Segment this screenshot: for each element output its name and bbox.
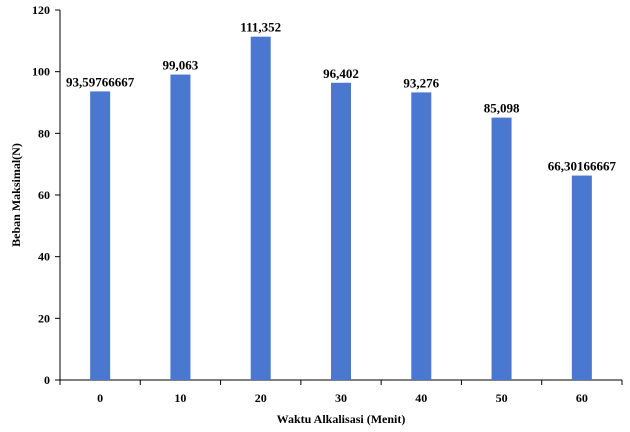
- x-axis-title: Waktu Alkalisasi (Menit): [277, 412, 406, 426]
- data-label-10: 99,063: [163, 58, 199, 73]
- x-tick-label-10: 10: [174, 391, 186, 405]
- data-label-0: 93,59766667: [66, 74, 135, 89]
- bar-20: [250, 36, 271, 380]
- x-tick-label-20: 20: [255, 391, 267, 405]
- bar-0: [90, 91, 111, 380]
- data-label-50: 85,098: [484, 101, 520, 116]
- x-tick-label-60: 60: [576, 391, 588, 405]
- x-tick-label-0: 0: [97, 391, 103, 405]
- bar-60: [571, 175, 592, 380]
- data-label-20: 111,352: [240, 20, 281, 35]
- data-label-60: 66,30166667: [548, 159, 617, 174]
- data-labels-group: 93,59766667 99,063 111,352 96,402 93,276 85,0…: [66, 20, 616, 174]
- x-tick-label-30: 30: [335, 391, 347, 405]
- x-ticks-group: 0 10 20 30 40 50 60: [59, 380, 623, 405]
- y-tick-label-20: 20: [38, 311, 50, 325]
- x-tick-label-50: 50: [496, 391, 508, 405]
- bar-10: [170, 74, 191, 380]
- y-tick-label-60: 60: [38, 188, 50, 202]
- y-axis-title: Beban Maksimal(N): [9, 143, 23, 247]
- bar-40: [411, 92, 432, 381]
- bars-group: [90, 36, 592, 381]
- bar-50: [491, 117, 512, 380]
- data-label-30: 96,402: [323, 66, 359, 81]
- y-ticks-group: 0 20 40 60 80 100 120: [32, 3, 60, 387]
- x-tick-label-40: 40: [415, 391, 427, 405]
- bar-30: [331, 82, 351, 380]
- data-label-40: 93,276: [403, 75, 439, 90]
- y-tick-label-0: 0: [44, 373, 50, 387]
- y-tick-label-80: 80: [38, 126, 50, 140]
- y-tick-label-40: 40: [38, 250, 50, 264]
- y-tick-label-100: 100: [32, 65, 50, 79]
- y-tick-label-120: 120: [32, 3, 50, 17]
